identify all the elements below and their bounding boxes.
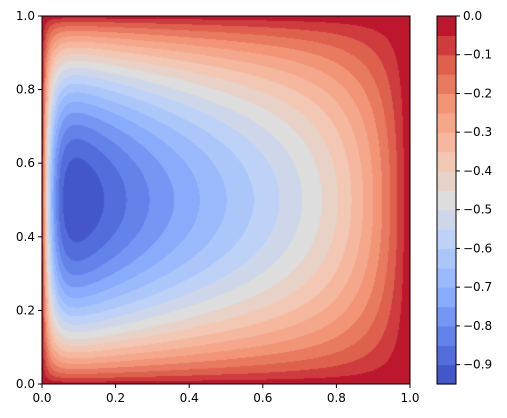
y-tick-label: 0.6 [16,156,35,170]
colorbar-tick-label: −0.8 [463,319,492,333]
colorbar-band [437,229,456,250]
colorbar-tick-label: −0.7 [463,280,492,294]
colorbar-band [437,93,456,114]
colorbar-band [437,112,456,133]
colorbar-band [437,132,456,153]
x-tick-label: 1.0 [400,391,419,405]
colorbar-tick-label: −0.5 [463,203,492,217]
contour-plot-area [42,16,410,384]
colorbar [437,16,456,385]
y-tick-label: 1.0 [16,9,35,23]
colorbar-band [437,248,456,269]
colorbar-tick-label: −0.6 [463,241,492,255]
colorbar-band [437,364,456,385]
y-tick-label: 0.0 [16,377,35,391]
colorbar-band [437,151,456,172]
colorbar-tick-label: −0.4 [463,164,492,178]
x-axis: 0.0 0.2 0.4 0.6 0.8 1.0 [32,384,420,405]
y-axis: 0.0 0.2 0.4 0.6 0.8 1.0 [16,9,42,391]
y-tick-label: 0.8 [16,83,35,97]
colorbar-band [437,54,456,75]
x-tick-label: 0.6 [253,391,272,405]
colorbar-tick-label: −0.1 [463,48,492,62]
colorbar-band [437,306,456,327]
colorbar-band [437,190,456,211]
y-tick-label: 0.4 [16,230,35,244]
colorbar-band [437,170,456,191]
colorbar-band [437,35,456,56]
colorbar-band [437,345,456,366]
colorbar-band [437,209,456,230]
colorbar-band [437,287,456,308]
colorbar-tick-label: −0.2 [463,86,492,100]
x-tick-label: 0.4 [180,391,199,405]
colorbar-band [437,267,456,288]
colorbar-frame [436,15,457,385]
y-tick-label: 0.2 [16,303,35,317]
x-tick-label: 0.2 [106,391,125,405]
contour-fill-image [42,16,410,384]
plot-frame [41,15,411,385]
colorbar-tick-label: −0.3 [463,125,492,139]
colorbar-band [437,74,456,95]
colorbar-tick-label: −0.9 [463,358,492,372]
x-tick-label: 0.0 [32,391,51,405]
colorbar-band [437,16,456,36]
colorbar-axis: 0.0 −0.1 −0.2 −0.3 −0.4 −0.5 −0.6 −0.7 −0.8 −0.9 [456,9,492,372]
colorbar-tick-label: 0.0 [463,9,482,23]
colorbar-band [437,325,456,346]
x-tick-label: 0.8 [327,391,346,405]
